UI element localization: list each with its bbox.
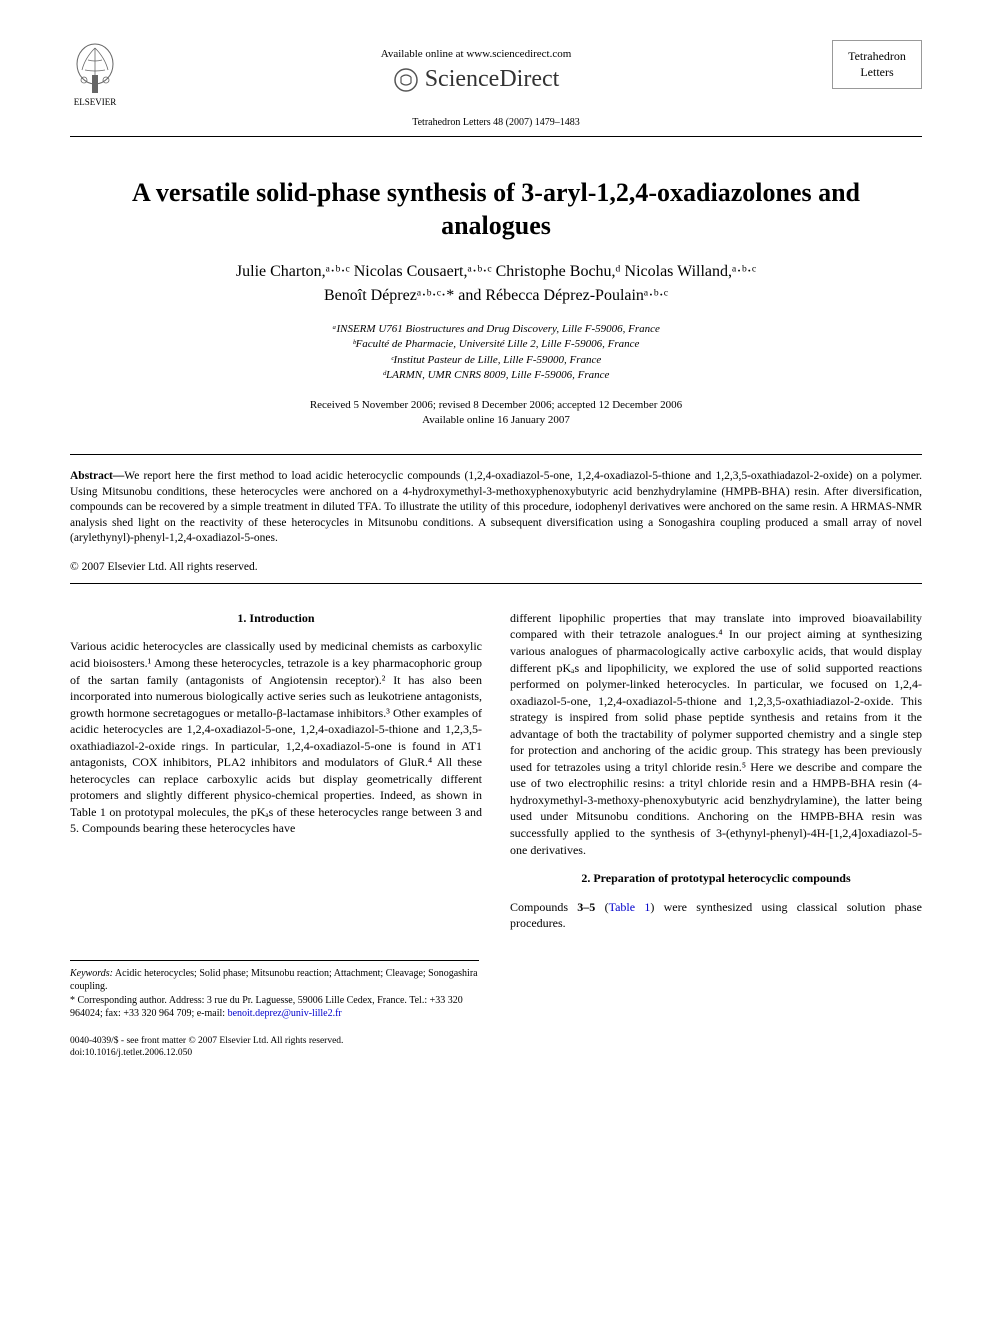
column-left: 1. Introduction Various acidic heterocyc… [70,610,482,944]
online-date: Available online 16 January 2007 [70,413,922,428]
elsevier-tree-icon [70,40,120,95]
keywords-label: Keywords: [70,968,113,979]
section-2-text-mid: ( [595,900,608,914]
journal-citation: Tetrahedron Letters 48 (2007) 1479–1483 [70,117,922,128]
affiliation-a: ᵃINSERM U761 Biostructures and Drug Disc… [70,322,922,337]
section-1-heading: 1. Introduction [70,610,482,627]
footnotes-block: Keywords: Acidic heterocycles; Solid pha… [70,960,479,1021]
keywords-line: Keywords: Acidic heterocycles; Solid pha… [70,967,479,994]
intro-text: Various acidic heterocycles are classica… [70,639,482,835]
copyright-line: © 2007 Elsevier Ltd. All rights reserved… [70,561,922,573]
elsevier-logo: ELSEVIER [70,40,120,107]
publisher-name: ELSEVIER [74,97,117,107]
corresponding-author: * Corresponding author. Address: 3 rue d… [70,994,479,1021]
affiliation-b: ᵇFaculté de Pharmacie, Université Lille … [70,337,922,352]
platform-name: ScienceDirect [425,66,560,93]
issn-line: 0040-4039/$ - see front matter © 2007 El… [70,1035,343,1047]
abstract-bottom-divider [70,583,922,584]
author-email-link[interactable]: benoit.deprez@univ-lille2.fr [228,1008,342,1019]
received-date: Received 5 November 2006; revised 8 Dece… [70,398,922,413]
page-header: ELSEVIER Available online at www.science… [70,40,922,107]
intro-continuation: different lipophilic properties that may… [510,610,922,858]
doi-line: doi:10.1016/j.tetlet.2006.12.050 [70,1047,343,1059]
abstract-text: We report here the first method to load … [70,470,922,544]
intro-paragraph: Various acidic heterocycles are classica… [70,638,482,837]
body-columns: 1. Introduction Various acidic heterocyc… [70,610,922,944]
journal-name-box: Tetrahedron Letters [832,40,922,89]
abstract-label: Abstract— [70,470,124,482]
affiliation-d: ᵈLARMN, UMR CNRS 8009, Lille F-59006, Fr… [70,368,922,383]
section-2-heading: 2. Preparation of prototypal heterocycli… [510,870,922,887]
article-title: A versatile solid-phase synthesis of 3-a… [70,177,922,242]
affiliation-c: ᶜInstitut Pasteur de Lille, Lille F-5900… [70,353,922,368]
abstract-block: Abstract—We report here the first method… [70,469,922,547]
journal-name-2: Letters [845,65,909,81]
platform-brand: ScienceDirect [393,66,560,93]
column-right: different lipophilic properties that may… [510,610,922,944]
sciencedirect-icon [393,67,419,93]
affiliations-block: ᵃINSERM U761 Biostructures and Drug Disc… [70,322,922,384]
doi-block: 0040-4039/$ - see front matter © 2007 El… [70,1035,343,1060]
abstract-top-divider [70,454,922,455]
section-2-paragraph: Compounds 3–5 (Table 1) were synthesized… [510,899,922,932]
header-divider [70,136,922,137]
authors-line-1: Julie Charton,ᵃ·ᵇ·ᶜ Nicolas Cousaert,ᵃ·ᵇ… [70,260,922,284]
available-online-text: Available online at www.sciencedirect.co… [120,48,832,60]
journal-name-1: Tetrahedron [845,49,909,65]
center-header: Available online at www.sciencedirect.co… [120,40,832,98]
compound-range: 3–5 [577,900,595,914]
authors-line-2: Benoît Déprezᵃ·ᵇ·ᶜ·* and Rébecca Déprez-… [70,284,922,308]
page-footer: 0040-4039/$ - see front matter © 2007 El… [70,1035,922,1060]
dates-block: Received 5 November 2006; revised 8 Dece… [70,398,922,429]
authors-block: Julie Charton,ᵃ·ᵇ·ᶜ Nicolas Cousaert,ᵃ·ᵇ… [70,260,922,308]
section-2-text-start: Compounds [510,900,577,914]
keywords-text: Acidic heterocycles; Solid phase; Mitsun… [70,968,478,993]
table-1-link[interactable]: Table 1 [609,900,651,914]
